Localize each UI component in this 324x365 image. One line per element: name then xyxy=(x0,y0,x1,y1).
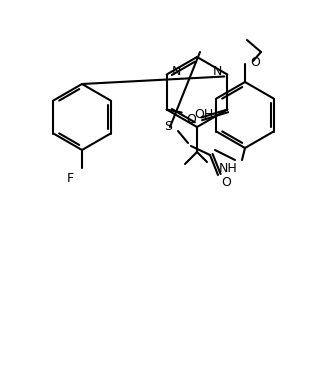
Text: N: N xyxy=(213,65,222,78)
Text: O: O xyxy=(250,55,260,69)
Text: F: F xyxy=(67,172,74,184)
Text: O: O xyxy=(186,113,196,126)
Text: O: O xyxy=(221,177,231,189)
Text: OH: OH xyxy=(195,108,214,121)
Text: N: N xyxy=(172,65,181,78)
Text: NH: NH xyxy=(218,161,237,174)
Text: S: S xyxy=(164,120,172,134)
